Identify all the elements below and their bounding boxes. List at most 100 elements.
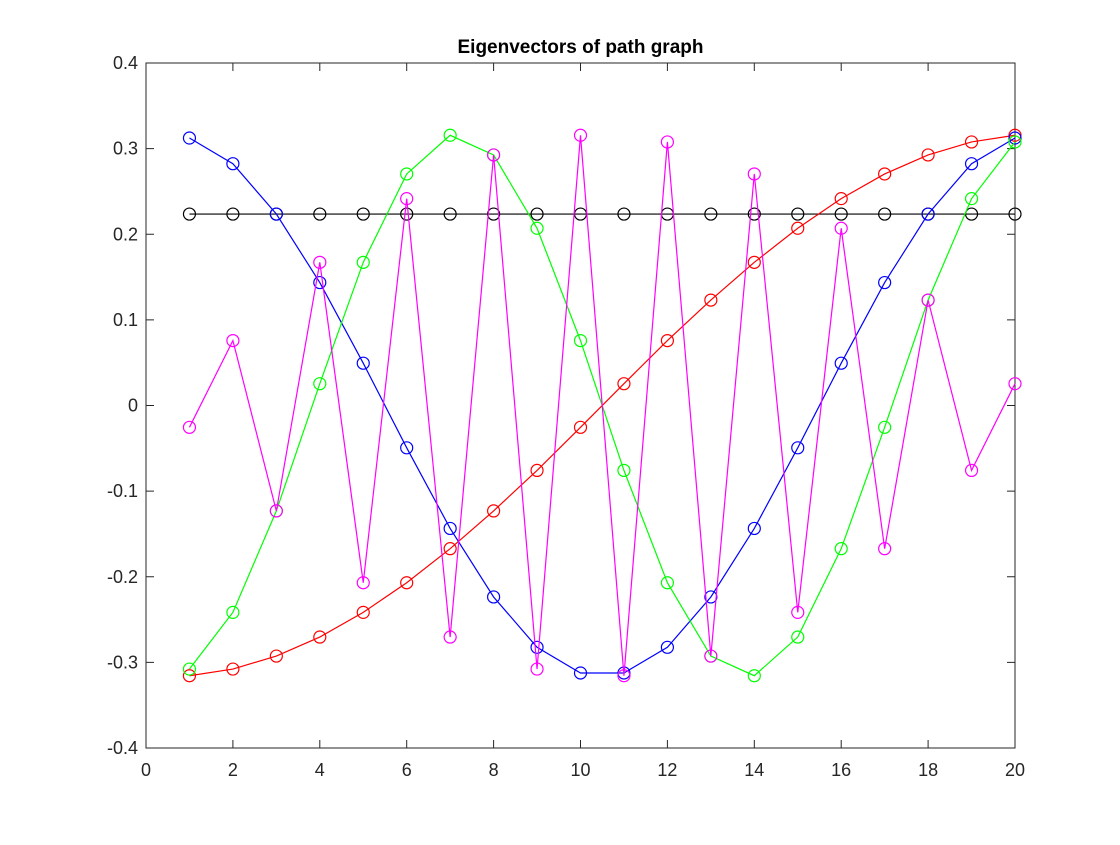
data-point [747, 669, 761, 683]
data-point [747, 255, 761, 269]
data-point [660, 135, 675, 149]
data-point [834, 192, 848, 206]
chart-title: Eigenvectors of path graph [458, 37, 704, 58]
data-point [269, 207, 283, 221]
data-point [617, 669, 631, 683]
x-tick-label: 16 [831, 760, 851, 780]
data-point [487, 148, 501, 162]
data-point [791, 441, 805, 455]
data-point [878, 420, 892, 434]
data-point [704, 590, 718, 604]
x-tick-label: 2 [228, 760, 238, 780]
data-point [573, 334, 588, 348]
y-tick-label: -0.2 [107, 567, 138, 587]
data-point [487, 590, 501, 604]
data-point [921, 293, 935, 307]
series-1 [182, 207, 1022, 221]
data-point [487, 504, 501, 518]
data-point [400, 441, 414, 455]
data-point [791, 221, 805, 235]
x-tick-label: 14 [744, 760, 764, 780]
series-layer [182, 128, 1022, 683]
y-tick-label: 0.4 [113, 53, 138, 73]
data-point [878, 207, 892, 221]
data-point [704, 649, 718, 663]
data-point [878, 542, 892, 556]
data-point [269, 649, 283, 663]
x-tick-label: 4 [315, 760, 325, 780]
data-point [226, 662, 240, 676]
data-point [573, 666, 588, 680]
data-point [834, 356, 848, 370]
data-point [400, 167, 414, 181]
data-point [964, 463, 979, 477]
x-tick-label: 6 [402, 760, 412, 780]
y-tick-label: -0.4 [107, 738, 138, 758]
data-point [443, 630, 457, 644]
data-point [182, 207, 197, 221]
x-tick-label: 10 [570, 760, 590, 780]
data-point [747, 521, 761, 536]
data-point [1008, 377, 1022, 391]
data-point [530, 207, 544, 221]
data-point [356, 605, 370, 619]
data-point [443, 542, 457, 556]
series-3 [182, 131, 1022, 680]
y-tick-label: 0.2 [113, 224, 138, 244]
data-point [226, 334, 240, 348]
data-point [182, 662, 197, 676]
data-point [1008, 135, 1022, 149]
data-point [660, 640, 675, 654]
data-point [313, 630, 327, 644]
data-point [356, 207, 370, 221]
x-tick-label: 8 [489, 760, 499, 780]
data-point [356, 576, 370, 590]
data-point [313, 207, 327, 221]
data-point [530, 662, 544, 676]
data-point [617, 463, 631, 477]
data-point [617, 207, 631, 221]
data-point [226, 207, 240, 221]
data-point [704, 207, 718, 221]
data-point [791, 207, 805, 221]
x-tick-label: 18 [918, 760, 938, 780]
data-point [660, 334, 675, 348]
data-point [834, 221, 848, 235]
data-point [921, 148, 935, 162]
data-point [791, 605, 805, 619]
data-point [530, 221, 544, 235]
data-point [313, 275, 327, 290]
x-tick-label: 20 [1005, 760, 1025, 780]
x-tick-label: 12 [657, 760, 677, 780]
data-point [964, 192, 979, 206]
data-point [834, 207, 848, 221]
data-point [356, 356, 370, 370]
data-point [400, 192, 414, 206]
data-point [530, 463, 544, 477]
x-tick-label: 0 [141, 760, 151, 780]
data-point [400, 207, 414, 221]
axis-ticks: 0 2 4 6 8 10 12 14 16 18 20 -0.4 -0.3 -0.2 -0.1 0 0.1 0.2… [107, 53, 1025, 780]
y-tick-label: 0 [128, 396, 138, 416]
data-point [573, 420, 588, 434]
y-tick-label: -0.3 [107, 652, 138, 672]
data-point [313, 255, 327, 269]
data-point [182, 669, 197, 683]
data-point [878, 275, 892, 290]
y-tick-label: -0.1 [107, 481, 138, 501]
data-point [791, 630, 805, 644]
data-point [226, 605, 240, 619]
data-point [964, 157, 979, 171]
data-point [226, 157, 240, 171]
data-point [443, 521, 457, 536]
y-tick-label: 0.1 [113, 310, 138, 330]
data-point [182, 420, 197, 434]
data-point [1008, 131, 1022, 145]
series-line [189, 137, 1016, 674]
data-point [704, 293, 718, 307]
data-point [921, 207, 935, 221]
data-point [834, 542, 848, 556]
data-point [747, 207, 761, 221]
